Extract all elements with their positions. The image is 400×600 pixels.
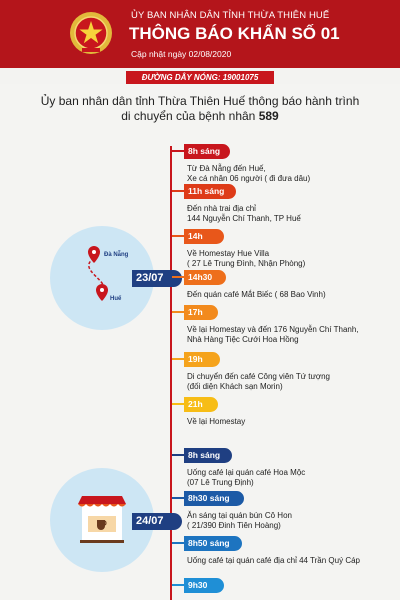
event-time-tag: 8h sáng [184, 144, 230, 159]
event-description: Nhà Hàng Tiệc Cưới Hoa Hồng [187, 335, 299, 344]
event-description: Ăn sáng tại quán bún Cô Hon [187, 511, 292, 520]
event-time-tag: 17h [184, 305, 218, 320]
timeline-connector [172, 311, 184, 313]
route-map-icon [88, 246, 108, 301]
event-description: Di chuyển đến café Công viên Tứ tượng [187, 372, 330, 381]
event-description: Uống café tại quán café địa chỉ 44 Trần … [187, 556, 360, 565]
event-time-tag: 8h sáng [184, 448, 232, 463]
event-description: (07 Lê Trung Định) [187, 478, 254, 487]
updated-date: Cập nhật ngày 02/08/2020 [131, 49, 232, 59]
timeline-connector [172, 454, 184, 456]
map-label-from: Đà Nẵng [104, 252, 129, 258]
intro-line-2-text: di chuyển của bệnh nhân [121, 109, 259, 123]
event-time-tag: 21h [184, 397, 218, 412]
national-emblem-icon [70, 12, 112, 54]
timeline-connector [172, 235, 184, 237]
event-description: ( 27 Lê Trung Đình, Nhận Phòng) [187, 259, 306, 268]
event-description: Về lại Homestay [187, 417, 246, 426]
intro-text: Ủy ban nhân dân tỉnh Thừa Thiên Huế thôn… [0, 94, 400, 124]
organization-name: ỦY BAN NHÂN DÂN TỈNH THỪA THIÊN HUẾ [131, 10, 330, 21]
event-description: Đến quán café Mắt Biếc ( 68 Bao Vinh) [187, 290, 326, 299]
header-banner: ỦY BAN NHÂN DÂN TỈNH THỪA THIÊN HUẾ THÔN… [0, 0, 400, 68]
intro-line-1: Ủy ban nhân dân tỉnh Thừa Thiên Huế thôn… [40, 94, 360, 108]
event-description: ( 21/390 Đinh Tiên Hoàng) [187, 521, 281, 530]
event-description: 144 Nguyễn Chí Thanh, TP Huế [187, 214, 301, 223]
date-label-day-1: 23/07 [132, 270, 182, 287]
timeline-connector [172, 497, 184, 499]
event-time-tag: 14h30 [184, 270, 226, 285]
event-description: Từ Đà Nẵng đến Huế, [187, 164, 266, 173]
timeline-connector [172, 403, 184, 405]
event-time-tag: 14h [184, 229, 224, 244]
page-title: THÔNG BÁO KHẨN SỐ 01 [129, 24, 340, 43]
event-description: Về lại Homestay và đến 176 Nguyễn Chí Th… [187, 325, 359, 334]
event-description: Đến nhà trai địa chỉ [187, 204, 256, 213]
date-label-day-2: 24/07 [132, 513, 182, 530]
event-time-tag: 8h50 sáng [184, 536, 242, 551]
intro-line-2: di chuyển của bệnh nhân 589 [0, 109, 400, 124]
event-time-tag: 11h sáng [184, 184, 236, 199]
timeline-line [170, 146, 172, 600]
cafe-bubble [50, 468, 154, 572]
timeline-connector [172, 190, 184, 192]
patient-number: 589 [258, 109, 279, 123]
timeline-connector [172, 150, 184, 152]
event-description: Xe cá nhân 06 người ( đi đưa dâu) [187, 174, 311, 183]
event-description: Uống café lại quán café Hoa Mộc [187, 468, 306, 477]
map-label-to: Huế [110, 296, 122, 302]
event-time-tag: 8h30 sáng [184, 491, 244, 506]
event-time-tag: 9h30 [184, 578, 224, 593]
timeline-connector [172, 358, 184, 360]
cafe-shop-icon [78, 496, 126, 543]
event-time-tag: 19h [184, 352, 220, 367]
event-description: Về Homestay Hue Villa [187, 249, 270, 258]
hotline-badge[interactable]: ĐƯỜNG DÂY NÓNG: 19001075 [126, 71, 274, 84]
event-description: (đối diện Khách sạn Morin) [187, 382, 283, 391]
timeline-connector [172, 542, 184, 544]
timeline-connector [172, 584, 184, 586]
timeline-connector [172, 276, 184, 278]
